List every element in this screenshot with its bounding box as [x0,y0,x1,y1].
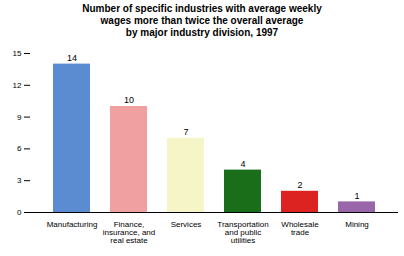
svg-text:14: 14 [67,53,77,63]
svg-text:Services: Services [171,220,202,229]
svg-text:2: 2 [297,180,302,190]
svg-text:9: 9 [17,113,22,122]
html-text:Number of specific industries: Number of specific industries with avera… [82,3,322,38]
svg-text:Manufacturing: Manufacturing [47,220,98,229]
svg-text:0: 0 [17,208,22,217]
svg-text:1: 1 [354,191,359,201]
svg-text:15: 15 [13,49,22,58]
svg-text:12: 12 [13,81,22,90]
svg-text:4: 4 [240,159,245,169]
svg-text:6: 6 [17,144,22,153]
svg-text:7: 7 [183,127,188,137]
svg-text:Finance,insurance, andreal est: Finance,insurance, andreal estate [103,220,155,245]
svg-text:3: 3 [17,176,22,185]
svg-text:Transportationand publicutilit: Transportationand publicutilities [217,220,268,245]
svg-text:Mining: Mining [345,220,369,229]
svg-text:Wholesaletrade: Wholesaletrade [281,220,319,237]
svg-text:10: 10 [124,95,134,105]
